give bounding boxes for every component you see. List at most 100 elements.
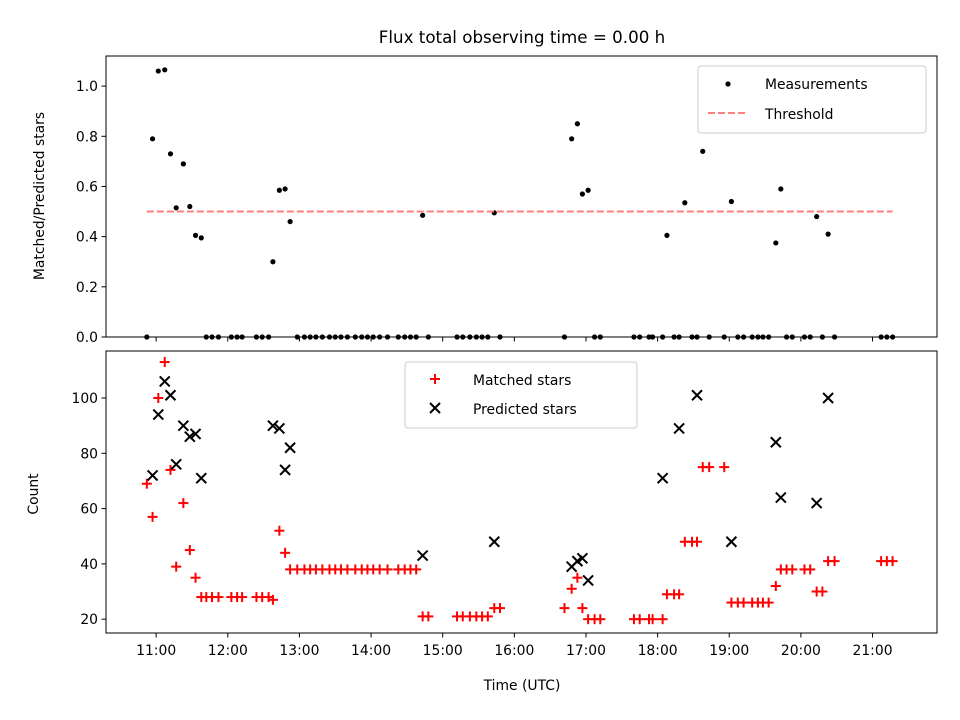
top-xticks xyxy=(155,337,874,342)
legend-matched-marker xyxy=(430,374,440,384)
measurement-point xyxy=(198,235,204,241)
matched-star-point xyxy=(647,614,658,625)
bottom-xlabel: Time (UTC) xyxy=(483,678,561,694)
predicted-star-point xyxy=(284,442,296,454)
predicted-star-point xyxy=(164,389,177,401)
matched-star-point xyxy=(495,603,506,614)
bottom-ytick-label: 40 xyxy=(80,557,98,573)
predicted-star-point xyxy=(279,464,291,476)
bottom-xtick-label: 12:00 xyxy=(208,643,248,659)
matched-star-point xyxy=(559,603,570,614)
predicted-star-point xyxy=(775,491,787,504)
top-axes-frame xyxy=(105,55,938,338)
predicted-star-point xyxy=(170,458,182,471)
predicted-star-point xyxy=(177,419,190,432)
bottom-xtick-label: 15:00 xyxy=(423,643,463,659)
top-ytick-label: 0.4 xyxy=(76,230,98,246)
measurement-point xyxy=(162,67,168,73)
predicted-star-point xyxy=(152,408,165,421)
measurement-point xyxy=(574,121,580,127)
predicted-star-point xyxy=(822,392,834,404)
matched-star-point xyxy=(738,597,749,608)
predicted-star-point xyxy=(195,472,207,484)
bottom-legend-box xyxy=(404,361,638,429)
top-legend: Measurements Threshold xyxy=(697,65,927,134)
matched-star-point xyxy=(829,556,840,567)
measurement-point xyxy=(814,213,820,220)
bottom-xtick-label: 21:00 xyxy=(853,643,893,659)
matched-star-point xyxy=(482,611,493,622)
bottom-xtick-label: 11:00 xyxy=(136,643,176,659)
matched-star-point xyxy=(184,545,195,556)
measurement-point xyxy=(773,240,779,246)
predicted-star-point xyxy=(770,436,782,448)
matched-star-point xyxy=(141,478,152,489)
matched-star-point xyxy=(787,564,798,575)
measurement-point xyxy=(187,203,193,210)
top-ytick-label: 0.2 xyxy=(76,280,98,296)
matched-star-point xyxy=(280,547,291,558)
matched-star-point xyxy=(595,614,606,625)
matched-star-point xyxy=(171,561,182,572)
measurement-point xyxy=(192,232,199,238)
top-ytick-label: 0.6 xyxy=(76,179,98,195)
predicted-star-point xyxy=(146,469,159,482)
predicted-star-point xyxy=(416,549,429,562)
measurement-point xyxy=(287,218,293,225)
matched-star-point xyxy=(817,586,828,597)
measurement-point xyxy=(664,232,670,238)
top-yticks: 0.0 0.2 0.4 0.6 0.8 1.0 xyxy=(76,79,106,346)
matched-star-point xyxy=(411,564,422,575)
bottom-legend: Matched stars Predicted stars xyxy=(404,361,638,429)
bottom-xtick-label: 16:00 xyxy=(494,643,534,659)
matched-star-point xyxy=(719,462,730,473)
measurement-point xyxy=(579,191,585,197)
bottom-axes-frame xyxy=(105,350,938,634)
measurement-point xyxy=(420,212,426,218)
predicted-star-point xyxy=(810,497,823,509)
legend-predicted-marker xyxy=(429,402,441,414)
measurement-point xyxy=(700,148,706,154)
top-ytick-label: 0.8 xyxy=(76,129,98,145)
bottom-xtick-label: 14:00 xyxy=(351,643,391,659)
measurement-point xyxy=(682,200,688,206)
predicted-star-point xyxy=(691,389,703,401)
predicted-star-point xyxy=(488,536,500,548)
measurement-point xyxy=(173,205,179,211)
matched-star-point xyxy=(382,564,393,575)
measurement-point xyxy=(778,186,784,192)
predicted-star-point xyxy=(159,375,171,388)
matched-star-point xyxy=(692,536,703,547)
matched-star-point xyxy=(423,611,434,622)
legend-matched-label: Matched stars xyxy=(473,373,571,389)
measurement-point xyxy=(569,136,575,142)
predicted-star-point xyxy=(184,430,196,443)
bottom-ytick-label: 80 xyxy=(80,446,98,462)
matched-star-point xyxy=(577,603,588,614)
matched-star-point xyxy=(674,589,685,600)
top-ytick-label: 0.0 xyxy=(76,330,98,346)
predicted-star-point xyxy=(189,428,202,440)
predicted-star-point xyxy=(267,419,279,432)
bottom-xtick-label: 20:00 xyxy=(781,643,821,659)
matched-star-point xyxy=(153,393,164,403)
bottom-xtick-label: 17:00 xyxy=(566,643,606,659)
legend-measurements-label: Measurements xyxy=(765,77,868,93)
matched-star-point xyxy=(805,564,816,575)
matched-star-point xyxy=(634,614,645,625)
predicted-star-point xyxy=(656,472,669,484)
matched-star-point xyxy=(267,594,278,605)
measurement-point xyxy=(825,231,831,237)
bottom-marks xyxy=(141,357,898,625)
bottom-ytick-label: 100 xyxy=(71,391,98,407)
measurement-point xyxy=(282,186,288,192)
matched-star-point xyxy=(159,357,170,368)
matched-star-point xyxy=(178,498,189,509)
measurement-point xyxy=(167,151,174,157)
matched-star-point xyxy=(566,583,577,594)
bottom-ytick-label: 60 xyxy=(80,502,98,518)
predicted-star-point xyxy=(582,574,594,587)
bottom-xticks: 11:00 12:00 13:00 14:00 15:00 16:00 17:00 18:00… xyxy=(136,633,893,659)
measurement-point xyxy=(585,187,591,193)
